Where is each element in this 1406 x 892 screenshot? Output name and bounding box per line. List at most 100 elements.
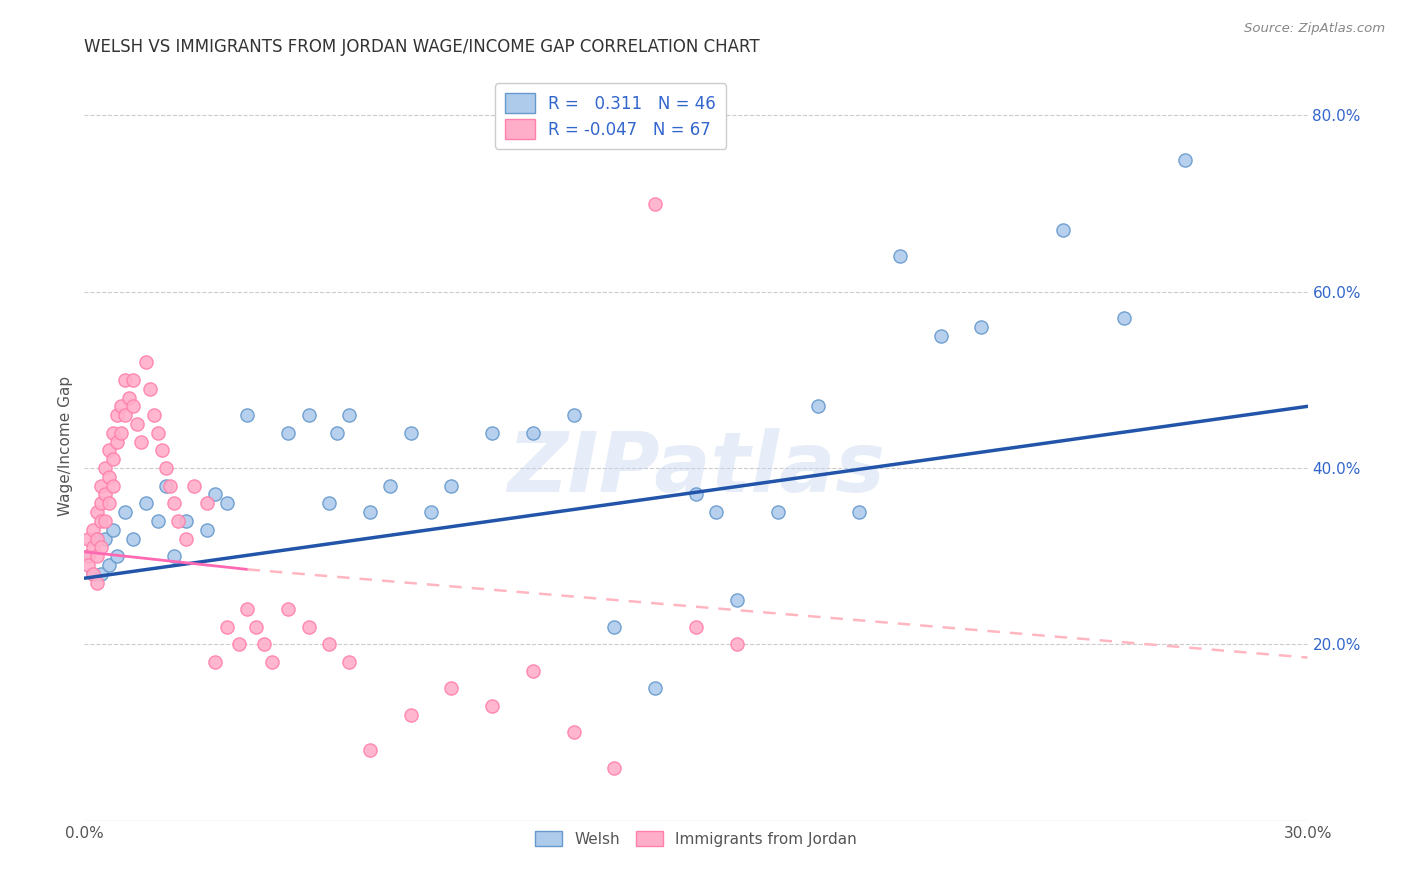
Point <box>236 408 259 422</box>
Point <box>118 391 141 405</box>
Point <box>150 443 173 458</box>
Point <box>1052 223 1074 237</box>
Point <box>101 452 124 467</box>
Point <box>77 558 100 572</box>
Point <box>204 655 226 669</box>
Point <box>277 602 299 616</box>
Text: Source: ZipAtlas.com: Source: ZipAtlas.com <box>1244 22 1385 36</box>
Point <box>93 461 115 475</box>
Point <box>93 487 115 501</box>
Point <box>766 505 789 519</box>
Point <box>318 496 340 510</box>
Point <box>97 470 120 484</box>
Point <box>725 593 748 607</box>
Point <box>440 681 463 696</box>
Point <box>481 699 503 714</box>
Point <box>1174 153 1197 167</box>
Point <box>90 541 112 555</box>
Point <box>440 478 463 492</box>
Point <box>195 523 218 537</box>
Point <box>135 355 157 369</box>
Point <box>97 443 120 458</box>
Point <box>82 566 104 581</box>
Point <box>146 425 169 440</box>
Point <box>174 532 197 546</box>
Point <box>260 655 283 669</box>
Point <box>685 620 707 634</box>
Point <box>481 425 503 440</box>
Point <box>131 434 153 449</box>
Point <box>970 320 993 334</box>
Point <box>110 400 132 414</box>
Point <box>90 478 112 492</box>
Point <box>105 408 128 422</box>
Point <box>114 505 136 519</box>
Point <box>86 549 108 564</box>
Point <box>277 425 299 440</box>
Point <box>298 620 321 634</box>
Point <box>86 532 108 546</box>
Point <box>339 408 361 422</box>
Point <box>159 478 181 492</box>
Point <box>183 478 205 492</box>
Y-axis label: Wage/Income Gap: Wage/Income Gap <box>58 376 73 516</box>
Point <box>90 566 112 581</box>
Point <box>380 478 402 492</box>
Point <box>603 761 626 775</box>
Point <box>399 425 422 440</box>
Point <box>122 400 145 414</box>
Point <box>110 425 132 440</box>
Point <box>562 408 585 422</box>
Point <box>93 514 115 528</box>
Point <box>807 400 830 414</box>
Point <box>82 566 104 581</box>
Point <box>848 505 870 519</box>
Point <box>86 505 108 519</box>
Point <box>929 328 952 343</box>
Point <box>253 637 276 651</box>
Point <box>217 620 239 634</box>
Point <box>122 532 145 546</box>
Point <box>644 196 666 211</box>
Point <box>93 532 115 546</box>
Point <box>105 434 128 449</box>
Point <box>86 532 108 546</box>
Point <box>562 725 585 739</box>
Point <box>685 487 707 501</box>
Point <box>1114 311 1136 326</box>
Point <box>522 664 544 678</box>
Point <box>522 425 544 440</box>
Point <box>399 707 422 722</box>
Point <box>163 549 186 564</box>
Point <box>725 637 748 651</box>
Point <box>155 461 177 475</box>
Point <box>97 496 120 510</box>
Point <box>204 487 226 501</box>
Point <box>90 496 112 510</box>
Point <box>155 478 177 492</box>
Point <box>105 549 128 564</box>
Point <box>101 425 124 440</box>
Text: ZIPatlas: ZIPatlas <box>508 428 884 509</box>
Legend: Welsh, Immigrants from Jordan: Welsh, Immigrants from Jordan <box>527 823 865 855</box>
Point <box>122 373 145 387</box>
Point <box>97 558 120 572</box>
Point <box>359 505 381 519</box>
Point <box>138 382 160 396</box>
Point <box>114 373 136 387</box>
Point <box>127 417 149 431</box>
Point <box>135 496 157 510</box>
Point <box>167 514 190 528</box>
Point <box>326 425 349 440</box>
Point <box>195 496 218 510</box>
Point <box>298 408 321 422</box>
Point <box>101 478 124 492</box>
Point <box>217 496 239 510</box>
Point <box>245 620 267 634</box>
Point <box>114 408 136 422</box>
Point <box>889 250 911 264</box>
Point <box>603 620 626 634</box>
Point <box>86 575 108 590</box>
Point <box>146 514 169 528</box>
Point <box>174 514 197 528</box>
